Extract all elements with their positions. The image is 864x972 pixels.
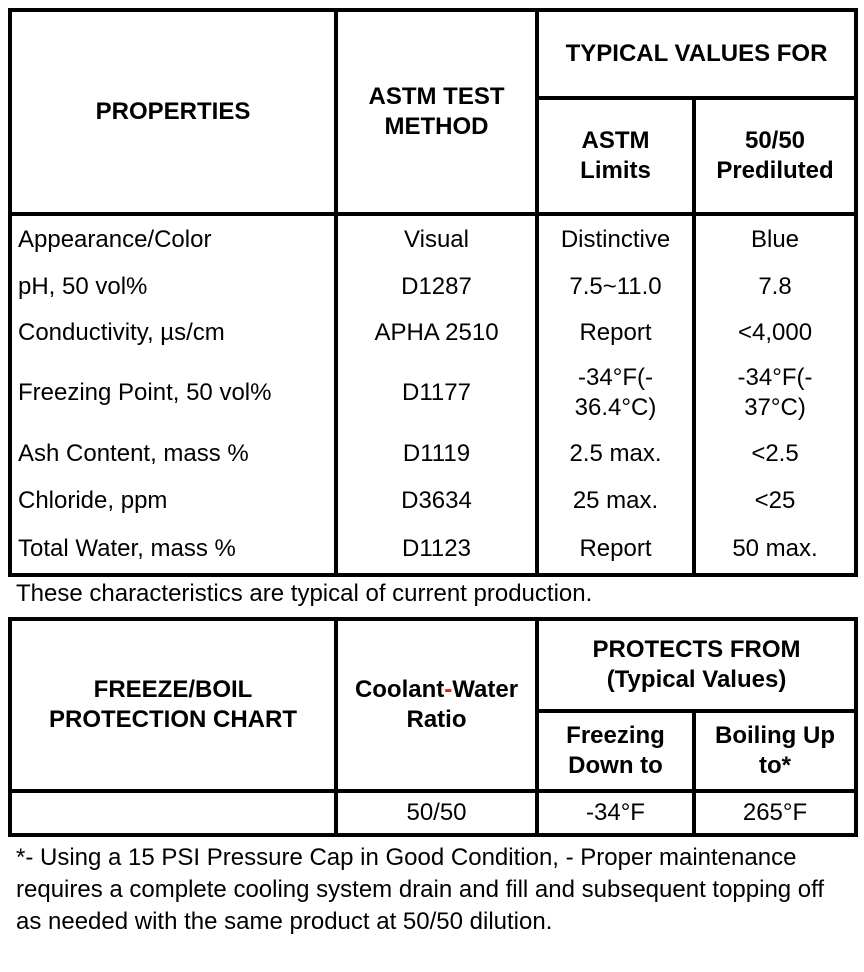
footnote: *- Using a 15 PSI Pressure Cap in Good C… (16, 844, 825, 935)
limit-cell: Report (535, 524, 696, 577)
method-cell: D1177 (334, 356, 539, 430)
protects-from-header: PROTECTS FROM (Typical Values) (535, 617, 858, 713)
ratio-header: Coolant-Water Ratio (334, 617, 539, 793)
properties-header: PROPERTIES (8, 8, 338, 216)
properties-table: PROPERTIES ASTM TEST METHOD TYPICAL VALUE… (8, 8, 859, 577)
limit-cell: -34°F(- 36.4°C) (535, 356, 696, 430)
method-cell: D1119 (334, 430, 539, 478)
ratio-cell: 50/50 (334, 789, 539, 837)
freezing-header: Freezing Down to (535, 709, 696, 793)
boiling-cell: 265°F (692, 789, 858, 837)
property-cell: pH, 50 vol% (8, 264, 338, 310)
typical-cell: Blue (691, 212, 859, 264)
empty-cell (8, 789, 338, 837)
property-cell: Total Water, mass % (8, 524, 338, 577)
property-cell: Appearance/Color (8, 212, 338, 264)
table-row: Freezing Point, 50 vol% D1177 -34°F(- 36.… (8, 356, 859, 430)
protection-chart: FREEZE/BOIL PROTECTION CHART Coolant-Wate… (8, 617, 858, 837)
table-row: Conductivity, µs/cm APHA 2510 Report <4,… (8, 310, 859, 356)
test-method-header: ASTM TEST METHOD (334, 8, 539, 216)
limit-cell: Distinctive (535, 212, 696, 264)
limit-cell: 25 max. (535, 478, 696, 524)
method-cell: D3634 (334, 478, 539, 524)
property-cell: Freezing Point, 50 vol% (8, 356, 338, 430)
boiling-header: Boiling Up to* (692, 709, 858, 793)
property-cell: Chloride, ppm (8, 478, 338, 524)
method-cell: D1287 (334, 264, 539, 310)
typical-cell: <25 (691, 478, 859, 524)
method-cell: APHA 2510 (334, 310, 539, 356)
typical-cell: 7.8 (691, 264, 859, 310)
property-cell: Conductivity, µs/cm (8, 310, 338, 356)
limit-cell: 7.5~11.0 (535, 264, 696, 310)
typical-values-header: TYPICAL VALUES FOR (534, 8, 859, 100)
method-cell: Visual (334, 212, 539, 264)
table-row: 50/50 -34°F 265°F (8, 789, 858, 837)
table-row: Total Water, mass % D1123 Report 50 max. (8, 524, 859, 577)
limit-cell: 2.5 max. (535, 430, 696, 478)
production-note: These characteristics are typical of cur… (16, 580, 593, 607)
table-row: Chloride, ppm D3634 25 max. <25 (8, 478, 859, 524)
typical-cell: 50 max. (691, 524, 859, 577)
table-row: pH, 50 vol% D1287 7.5~11.0 7.8 (8, 264, 859, 310)
freezing-cell: -34°F (535, 789, 696, 837)
typical-cell: <4,000 (691, 310, 859, 356)
table-row: Appearance/Color Visual Distinctive Blue (8, 212, 859, 264)
property-cell: Ash Content, mass % (8, 430, 338, 478)
astm-limits-header: ASTM Limits (535, 96, 696, 216)
protection-chart-title: FREEZE/BOIL PROTECTION CHART (8, 617, 338, 793)
method-cell: D1123 (334, 524, 539, 577)
typical-cell: <2.5 (691, 430, 859, 478)
typical-cell: -34°F(- 37°C) (691, 356, 859, 430)
limit-cell: Report (535, 310, 696, 356)
prediluted-header: 50/50 Prediluted (691, 96, 859, 216)
table-row: Ash Content, mass % D1119 2.5 max. <2.5 (8, 430, 859, 478)
